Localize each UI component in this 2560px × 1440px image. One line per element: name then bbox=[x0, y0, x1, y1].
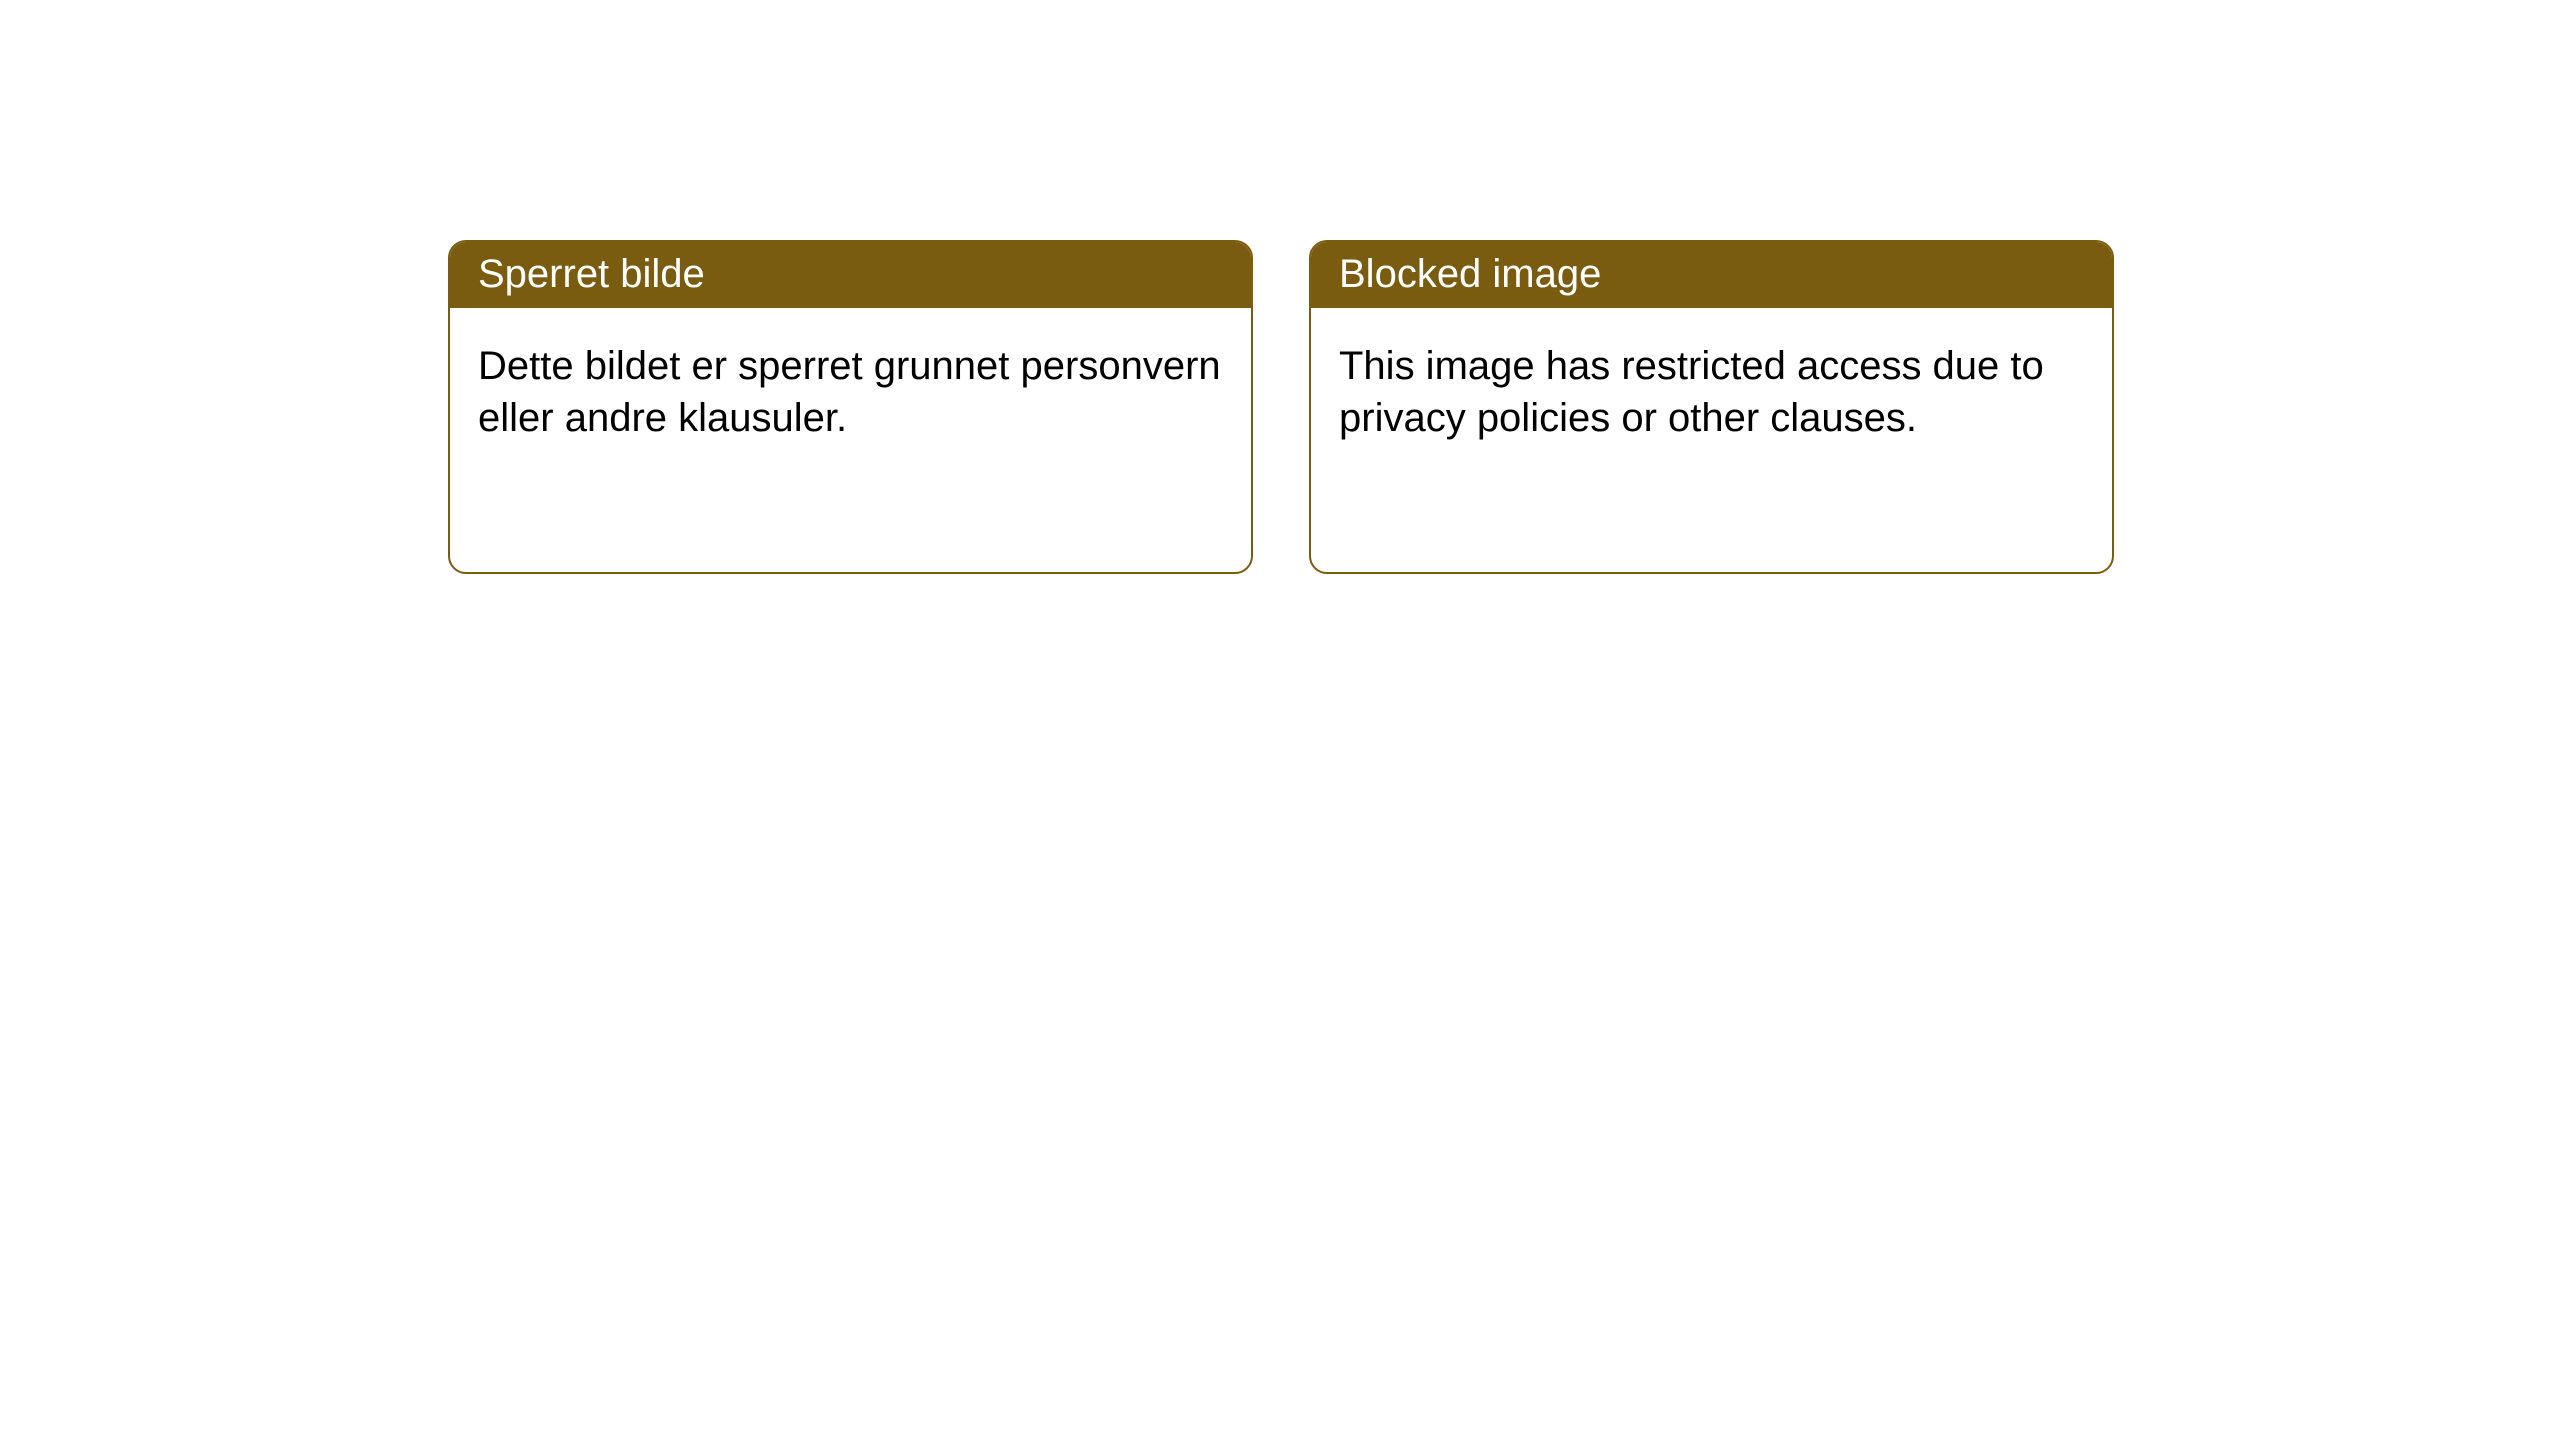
card-body: Dette bildet er sperret grunnet personve… bbox=[450, 308, 1251, 476]
card-header: Blocked image bbox=[1311, 242, 2112, 308]
notice-container: Sperret bilde Dette bildet er sperret gr… bbox=[0, 0, 2560, 574]
notice-card-norwegian: Sperret bilde Dette bildet er sperret gr… bbox=[448, 240, 1253, 574]
notice-card-english: Blocked image This image has restricted … bbox=[1309, 240, 2114, 574]
card-body: This image has restricted access due to … bbox=[1311, 308, 2112, 476]
card-header: Sperret bilde bbox=[450, 242, 1251, 308]
